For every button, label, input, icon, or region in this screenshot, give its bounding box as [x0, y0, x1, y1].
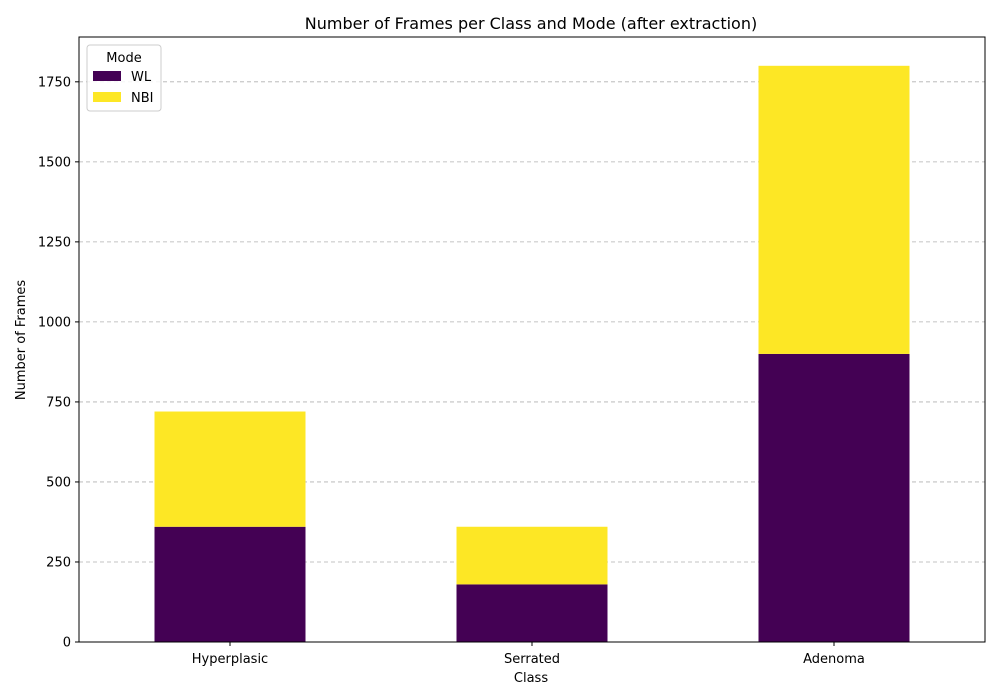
- x-tick-label: Serrated: [504, 652, 560, 667]
- bar-nbi-serrated: [456, 526, 608, 585]
- chart-title: Number of Frames per Class and Mode (aft…: [305, 14, 757, 33]
- y-tick-label: 500: [46, 475, 71, 490]
- y-tick-label: 1000: [38, 315, 71, 330]
- y-axis-label: Number of Frames: [14, 280, 29, 401]
- bar-wl-serrated: [456, 584, 608, 642]
- y-tick-label: 1250: [38, 235, 71, 250]
- legend-title: Mode: [106, 51, 141, 66]
- y-tick-label: 1750: [38, 75, 71, 90]
- legend-swatch-nbi: [93, 92, 121, 102]
- axes: 0 250 500 750 1000 1250 1500 1750 Hyperplasic Ser…: [38, 36, 986, 667]
- x-tick-label: Adenoma: [803, 652, 865, 667]
- legend-label-nbi: NBI: [131, 91, 153, 106]
- bar-nbi-adenoma: [758, 65, 910, 354]
- x-tick-label: Hyperplasic: [192, 652, 268, 667]
- bar-nbi-hyperplasic: [154, 411, 306, 527]
- y-tick-label: 0: [63, 636, 71, 651]
- bars: [154, 65, 910, 642]
- legend-label-wl: WL: [131, 70, 152, 85]
- bar-wl-hyperplasic: [154, 526, 306, 642]
- legend-swatch-wl: [93, 71, 121, 81]
- x-axis-label: Class: [514, 671, 548, 686]
- y-tick-label: 1500: [38, 155, 71, 170]
- bar-wl-adenoma: [758, 353, 910, 642]
- legend: Mode WL NBI: [86, 44, 162, 112]
- y-tick-label: 250: [46, 555, 71, 570]
- y-tick-label: 750: [46, 395, 71, 410]
